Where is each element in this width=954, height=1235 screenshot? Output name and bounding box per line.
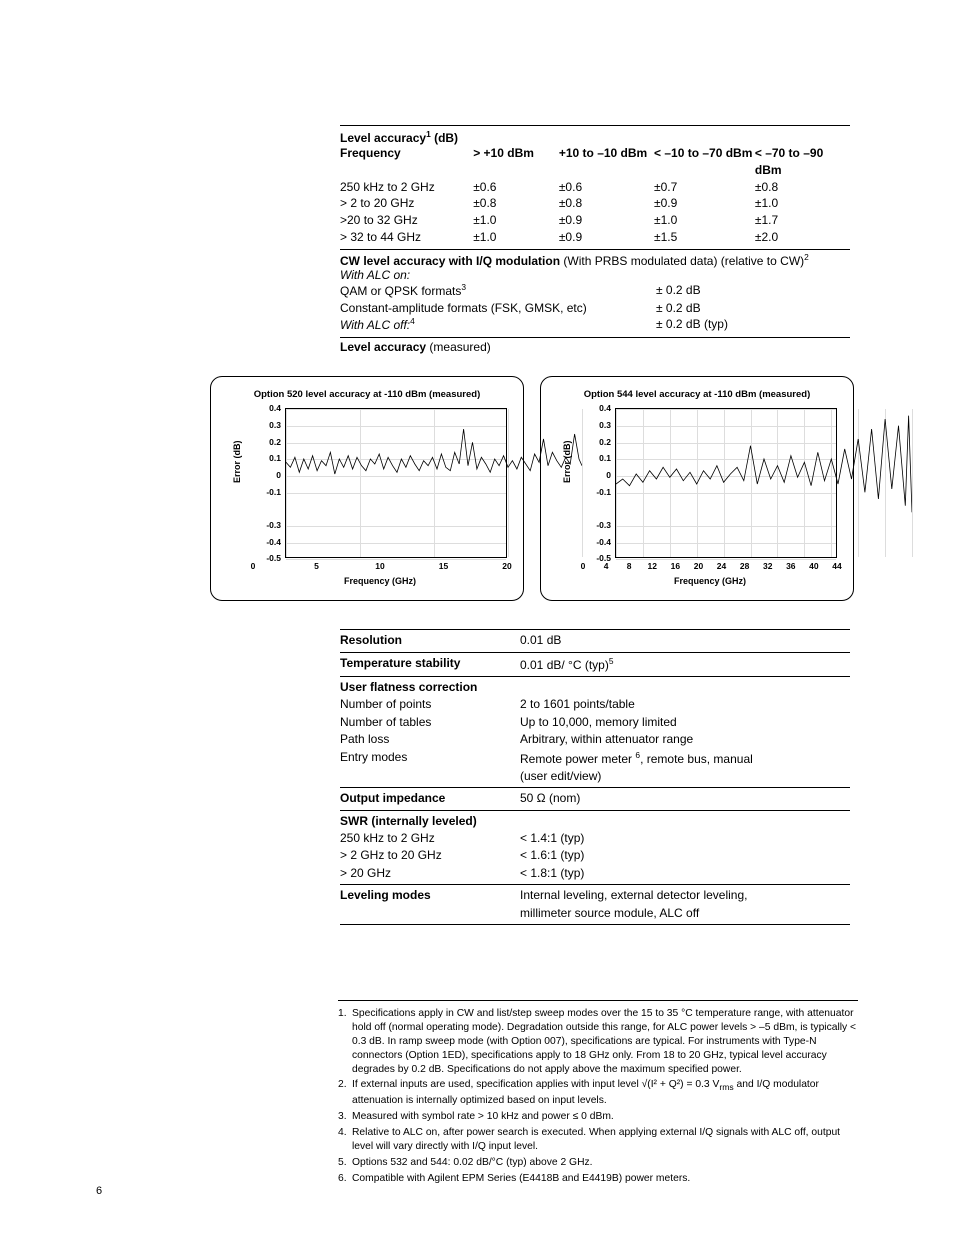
spec-row: Leveling modesInternal leveling, externa…: [340, 887, 850, 904]
spec-row: User flatness correction: [340, 679, 850, 696]
footnote: 4.Relative to ALC on, after power search…: [338, 1126, 858, 1154]
footnotes: 1.Specifications apply in CW and list/st…: [338, 1000, 858, 1187]
spec-row: Number of tablesUp to 10,000, memory lim…: [340, 714, 850, 731]
spec-row: > 2 GHz to 20 GHz< 1.6:1 (typ): [340, 847, 850, 864]
spec-row: > 20 GHz< 1.8:1 (typ): [340, 865, 850, 882]
chart-544: Option 544 level accuracy at -110 dBm (m…: [540, 376, 854, 601]
table-row: 250 kHz to 2 GHz±0.6±0.6±0.7±0.8: [340, 179, 850, 196]
spec-row: SWR (internally leveled): [340, 813, 850, 830]
spec-row: Temperature stability0.01 dB/ °C (typ)5: [340, 655, 850, 674]
table-row: >20 to 32 GHz±1.0±0.9±1.0±1.7: [340, 212, 850, 229]
table-row: > 2 to 20 GHz±0.8±0.8±0.9±1.0: [340, 195, 850, 212]
footnote: 1.Specifications apply in CW and list/st…: [338, 1007, 858, 1076]
spec-row: Number of points2 to 1601 points/table: [340, 696, 850, 713]
page-number: 6: [96, 1185, 102, 1197]
alc-row: Constant-amplitude formats (FSK, GMSK, e…: [340, 300, 850, 317]
level-accuracy-table: Level accuracy1 (dB) Frequency > +10 dBm…: [340, 125, 850, 354]
cw-level-accuracy: CW level accuracy with I/Q modulation (W…: [340, 249, 850, 268]
table1-headers: Frequency > +10 dBm +10 to –10 dBm < –10…: [340, 145, 850, 179]
spec-row: Path lossArbitrary, within attenuator ra…: [340, 731, 850, 748]
alc-on-label: With ALC on:: [340, 268, 850, 282]
spec-row: Resolution0.01 dB: [340, 632, 850, 649]
footnote: 6.Compatible with Agilent EPM Series (E4…: [338, 1172, 858, 1186]
alc-row: QAM or QPSK formats3± 0.2 dB: [340, 282, 850, 300]
specs-table: Resolution0.01 dB Temperature stability0.…: [340, 629, 850, 925]
charts-row: Option 520 level accuracy at -110 dBm (m…: [210, 376, 854, 601]
level-accuracy-measured: Level accuracy (measured): [340, 337, 850, 354]
table-row: > 32 to 44 GHz±1.0±0.9±1.5±2.0: [340, 229, 850, 246]
spec-row: Output impedance50 Ω (nom): [340, 790, 850, 807]
spec-row: Entry modesRemote power meter 6, remote …: [340, 749, 850, 768]
spec-row: (user edit/view): [340, 768, 850, 785]
spec-row: millimeter source module, ALC off: [340, 905, 850, 922]
table1-title: Level accuracy1 (dB): [340, 129, 850, 145]
chart-520: Option 520 level accuracy at -110 dBm (m…: [210, 376, 524, 601]
footnote: 5.Options 532 and 544: 0.02 dB/°C (typ) …: [338, 1156, 858, 1170]
footnote: 2.If external inputs are used, specifica…: [338, 1078, 858, 1108]
spec-row: 250 kHz to 2 GHz< 1.4:1 (typ): [340, 830, 850, 847]
footnote: 3.Measured with symbol rate > 10 kHz and…: [338, 1110, 858, 1124]
